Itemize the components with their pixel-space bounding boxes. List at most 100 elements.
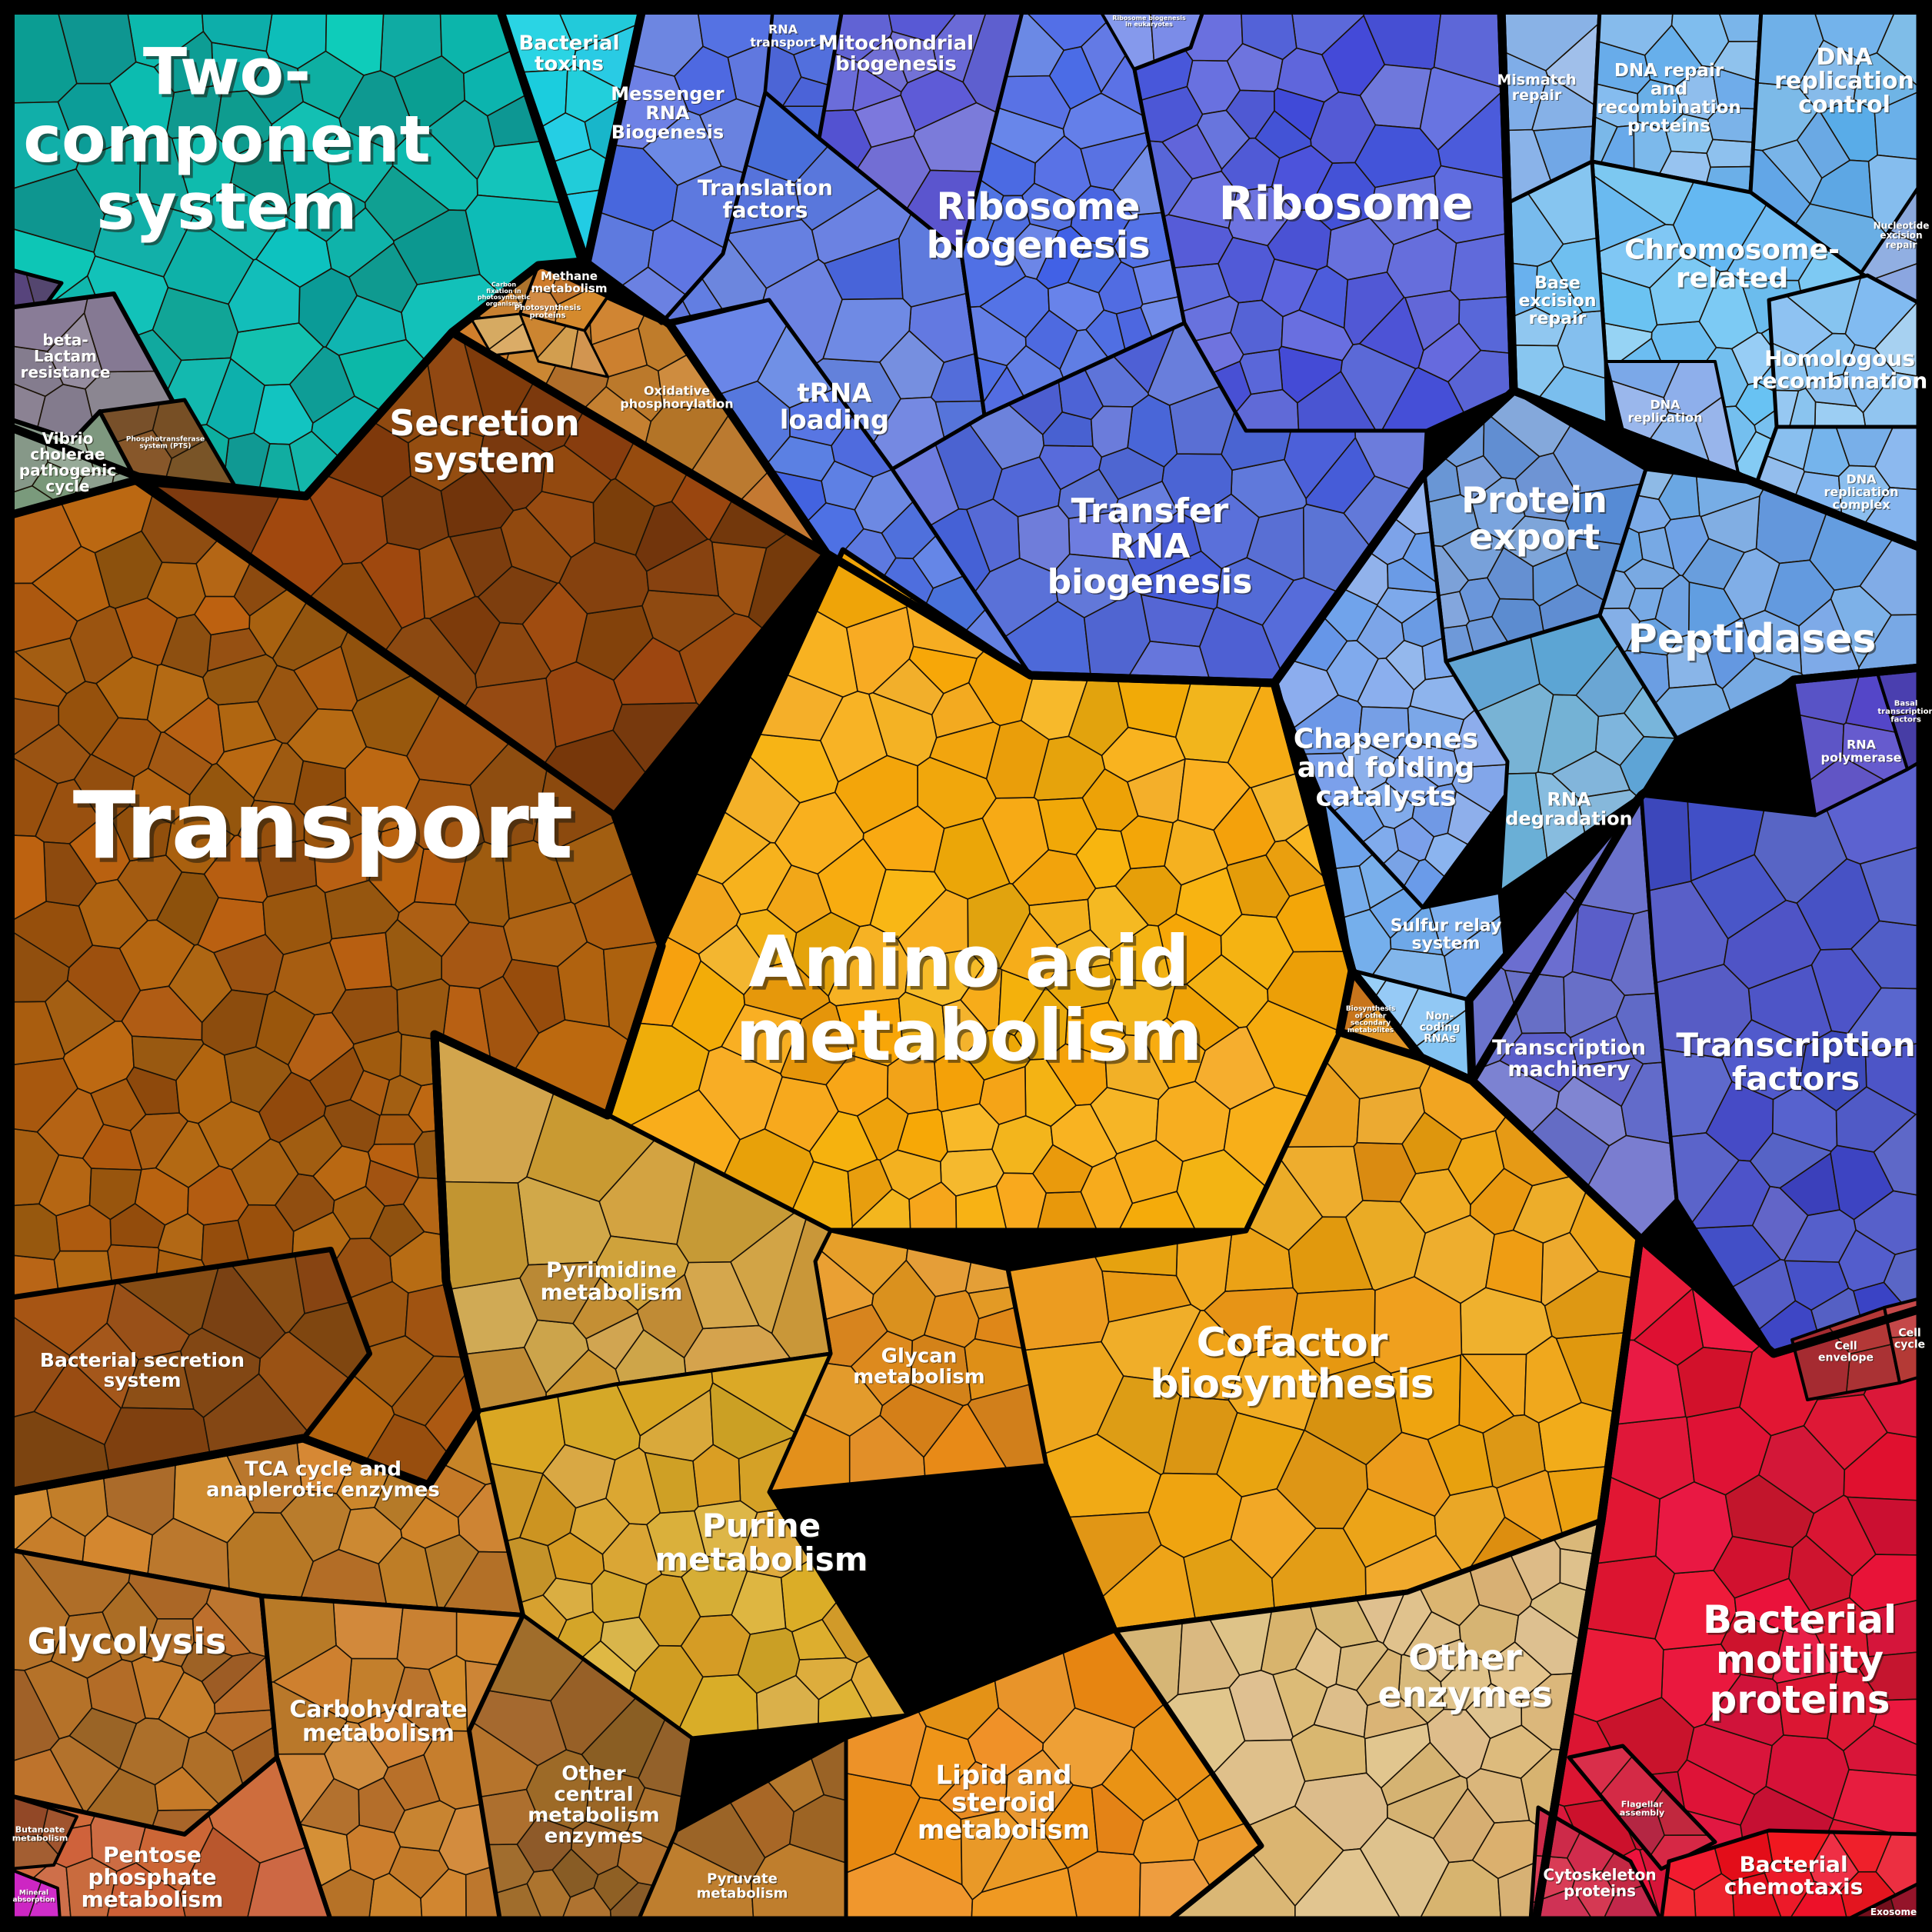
voronoi-cell[interactable] — [593, 1865, 639, 1911]
voronoi-cell[interactable] — [423, 1730, 482, 1810]
voronoi-cell[interactable] — [373, 1114, 424, 1145]
region-flagellar-assembly[interactable] — [1567, 1744, 1717, 1871]
voronoi-cell[interactable] — [1803, 1394, 1888, 1471]
voronoi-cell[interactable] — [1499, 1032, 1578, 1093]
region-transfer-rna-biogenesis[interactable] — [890, 321, 1429, 685]
voronoi-cell[interactable] — [1810, 948, 1882, 1034]
region-tca-cycle[interactable] — [7, 1409, 525, 1617]
voronoi-cell[interactable] — [1042, 411, 1094, 448]
voronoi-cell[interactable] — [109, 1203, 166, 1248]
region-other-central-metabolism[interactable] — [467, 1613, 695, 1923]
voronoi-cell[interactable] — [938, 1760, 1008, 1820]
voronoi-cell[interactable] — [1449, 232, 1511, 301]
voronoi-cell[interactable] — [542, 1577, 594, 1621]
region-other-enzymes[interactable] — [1112, 1517, 1604, 1924]
voronoi-cell[interactable] — [345, 1824, 401, 1880]
voronoi-cell[interactable] — [1649, 252, 1721, 326]
voronoi-cell[interactable] — [519, 1261, 601, 1324]
voronoi-cell[interactable] — [1230, 1488, 1317, 1579]
region-pyruvate-metabolism[interactable] — [636, 1736, 848, 1923]
voronoi-cell[interactable] — [1272, 1668, 1328, 1738]
voronoi-cell[interactable] — [900, 69, 978, 132]
voronoi-cell[interactable] — [378, 1537, 438, 1610]
voronoi-cell[interactable] — [278, 1114, 343, 1177]
voronoi-cell[interactable] — [441, 1181, 529, 1291]
voronoi-cell[interactable] — [1343, 271, 1405, 345]
region-ribosome[interactable] — [1132, 7, 1516, 433]
voronoi-cell[interactable] — [1720, 1611, 1784, 1681]
voronoi-cell[interactable] — [408, 423, 485, 492]
voronoi-cell[interactable] — [1090, 405, 1134, 458]
voronoi-cell[interactable] — [1108, 924, 1172, 984]
voronoi-cell[interactable] — [1655, 1481, 1734, 1574]
voronoi-cell[interactable] — [1765, 1734, 1850, 1820]
region-glycolysis[interactable] — [7, 1547, 279, 1837]
voronoi-cell[interactable] — [1681, 538, 1745, 590]
voronoi-cell[interactable] — [721, 1004, 803, 1074]
voronoi-cell[interactable] — [822, 298, 912, 363]
voronoi-cell[interactable] — [36, 1088, 105, 1159]
voronoi-cell[interactable] — [1022, 1341, 1124, 1455]
voronoi-cell[interactable] — [871, 1259, 936, 1341]
voronoi-cell[interactable] — [69, 605, 134, 685]
voronoi-cell[interactable] — [615, 1329, 687, 1384]
region-lipid-steroid-metabolism[interactable] — [844, 1628, 1264, 1923]
voronoi-cell[interactable] — [978, 1066, 1027, 1125]
region-methane-metabolism[interactable] — [518, 264, 609, 332]
voronoi-cell[interactable] — [1465, 1683, 1523, 1739]
region-transport[interactable] — [6, 478, 665, 1488]
voronoi-cell[interactable] — [737, 1627, 801, 1694]
voronoi-cell[interactable] — [1796, 110, 1850, 179]
voronoi-cell[interactable] — [86, 1659, 146, 1724]
voronoi-cell[interactable] — [789, 1794, 847, 1864]
region-chaperones[interactable] — [1272, 471, 1533, 910]
voronoi-cell[interactable] — [384, 617, 478, 709]
voronoi-cell[interactable] — [68, 818, 131, 884]
voronoi-cell[interactable] — [1789, 388, 1817, 428]
voronoi-cell[interactable] — [197, 1101, 271, 1171]
region-dna-replication-complex[interactable] — [1754, 425, 1923, 550]
voronoi-cell[interactable] — [364, 165, 450, 242]
voronoi-cell[interactable] — [1386, 228, 1457, 298]
voronoi-cell[interactable] — [171, 135, 238, 214]
voronoi-cell[interactable] — [215, 738, 283, 799]
region-transcription-factors[interactable] — [1639, 759, 1923, 1356]
voronoi-cell[interactable] — [1427, 1424, 1494, 1496]
region-purine-metabolism[interactable] — [475, 1351, 910, 1740]
region-bacterial-secretion-system[interactable] — [7, 1247, 371, 1494]
region-secretion-system[interactable] — [135, 329, 830, 818]
region-cofactor-biosynthesis[interactable] — [1004, 1029, 1643, 1634]
voronoi-cell[interactable] — [1485, 1229, 1544, 1304]
voronoi-cell[interactable] — [1220, 914, 1294, 991]
voronoi-cell[interactable] — [108, 61, 175, 142]
voronoi-cell[interactable] — [1037, 797, 1098, 856]
voronoi-cell[interactable] — [879, 1384, 964, 1458]
voronoi-cell[interactable] — [674, 45, 738, 116]
region-translation-factors[interactable] — [659, 90, 987, 471]
voronoi-cell[interactable] — [131, 1035, 205, 1081]
voronoi-cell[interactable] — [1175, 1232, 1233, 1311]
voronoi-cell[interactable] — [237, 799, 305, 850]
voronoi-cell[interactable] — [332, 1601, 404, 1660]
voronoi-cell[interactable] — [1052, 553, 1138, 618]
voronoi-cell[interactable] — [1274, 88, 1325, 141]
region-carbohydrate-metabolism[interactable] — [259, 1594, 525, 1923]
voronoi-cell[interactable] — [201, 989, 268, 1056]
voronoi-cell[interactable] — [153, 31, 215, 94]
voronoi-cell[interactable] — [834, 754, 918, 834]
voronoi-cell[interactable] — [1141, 1017, 1206, 1089]
voronoi-cell[interactable] — [1804, 373, 1857, 407]
voronoi-cell[interactable] — [500, 507, 572, 584]
voronoi-cell[interactable] — [1356, 605, 1405, 660]
voronoi-cell[interactable] — [1062, 92, 1148, 150]
voronoi-cell[interactable] — [228, 258, 301, 333]
voronoi-cell[interactable] — [455, 841, 510, 928]
region-dna-replication[interactable] — [1604, 360, 1740, 475]
voronoi-cell[interactable] — [941, 999, 988, 1057]
region-pts[interactable] — [98, 398, 241, 495]
voronoi-cell[interactable] — [385, 918, 442, 991]
voronoi-cell[interactable] — [646, 1510, 707, 1578]
voronoi-cell[interactable] — [525, 1749, 592, 1830]
voronoi-cell[interactable] — [262, 884, 333, 955]
voronoi-cell[interactable] — [1091, 1784, 1144, 1856]
